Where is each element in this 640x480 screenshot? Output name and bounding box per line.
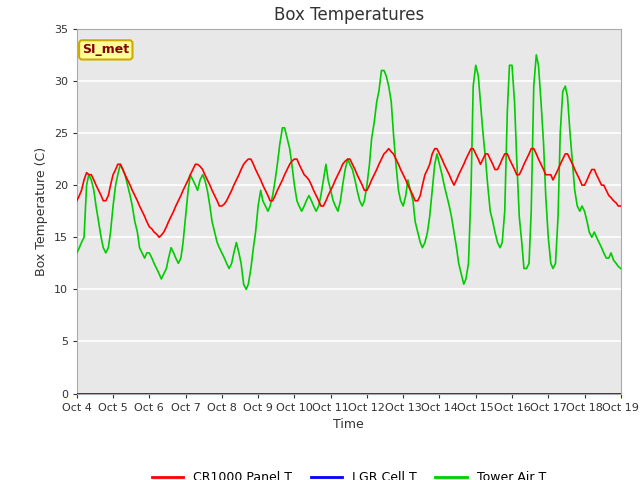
Text: SI_met: SI_met bbox=[82, 43, 129, 56]
Legend: CR1000 Panel T, LGR Cell T, Tower Air T: CR1000 Panel T, LGR Cell T, Tower Air T bbox=[147, 467, 551, 480]
Title: Box Temperatures: Box Temperatures bbox=[274, 6, 424, 24]
Y-axis label: Box Temperature (C): Box Temperature (C) bbox=[35, 146, 48, 276]
X-axis label: Time: Time bbox=[333, 418, 364, 431]
